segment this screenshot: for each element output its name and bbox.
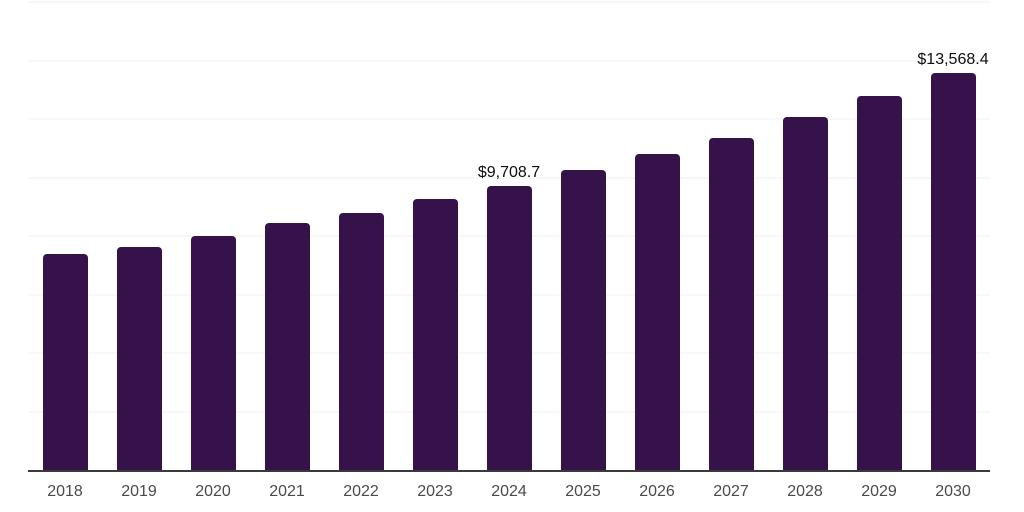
- bars-row: $9,708.7 $13,568.4: [28, 2, 990, 470]
- bar-2019: [116, 247, 162, 470]
- bar-2027: [708, 138, 754, 470]
- plot-area: $9,708.7 $13,568.4: [28, 1, 990, 472]
- x-axis-label-2022: 2022: [343, 483, 379, 500]
- bar-2024: [486, 186, 532, 470]
- x-axis-label-2023: 2023: [417, 483, 453, 500]
- bar-column-2025: [546, 2, 620, 470]
- x-axis-label-2019: 2019: [121, 483, 157, 500]
- bar-column-2019: [102, 2, 176, 470]
- x-axis-labels: 2018 2019 2020 2021 2022 2023 2024 2025 2026 2027…: [28, 483, 990, 501]
- x-axis-label-2029: 2029: [861, 483, 897, 500]
- x-axis-line: [28, 470, 990, 472]
- gridline: [28, 60, 990, 61]
- gridline: [28, 1, 990, 3]
- x-axis-label-2026: 2026: [639, 483, 675, 500]
- bar-column-2024: $9,708.7: [472, 2, 546, 470]
- gridline: [28, 177, 990, 178]
- bar-2023: [412, 199, 458, 470]
- bar-value-label-2030: $13,568.4: [917, 51, 989, 69]
- x-axis-label-2024: 2024: [491, 483, 527, 500]
- bar-2026: [634, 154, 680, 470]
- bar-2022: [338, 212, 384, 470]
- bar-2018: [42, 254, 88, 470]
- x-axis-label-2021: 2021: [269, 483, 305, 500]
- bar-column-2023: [398, 2, 472, 470]
- bar-column-2020: [176, 2, 250, 470]
- x-axis-label-2028: 2028: [787, 483, 823, 500]
- x-axis-label-2027: 2027: [713, 483, 749, 500]
- x-axis-label-2030: 2030: [935, 483, 971, 500]
- gridline: [28, 118, 990, 120]
- bar-2028: [782, 116, 828, 470]
- bar-column-2021: [250, 2, 324, 470]
- bar-column-2027: [694, 2, 768, 470]
- bar-column-2018: [28, 2, 102, 470]
- bar-column-2022: [324, 2, 398, 470]
- x-axis-label-2020: 2020: [195, 483, 231, 500]
- bar-value-label-2024: $9,708.7: [477, 164, 541, 182]
- x-axis-label-2025: 2025: [565, 483, 601, 500]
- bar-2030: [930, 73, 976, 470]
- bar-column-2030: $13,568.4: [916, 2, 990, 470]
- bar-2029: [856, 95, 902, 470]
- bar-column-2028: [768, 2, 842, 470]
- bar-2025: [560, 170, 606, 470]
- bar-column-2026: [620, 2, 694, 470]
- bar-column-2029: [842, 2, 916, 470]
- bar-2021: [264, 223, 310, 470]
- x-axis-label-2018: 2018: [47, 483, 83, 500]
- bar-2020: [190, 235, 236, 470]
